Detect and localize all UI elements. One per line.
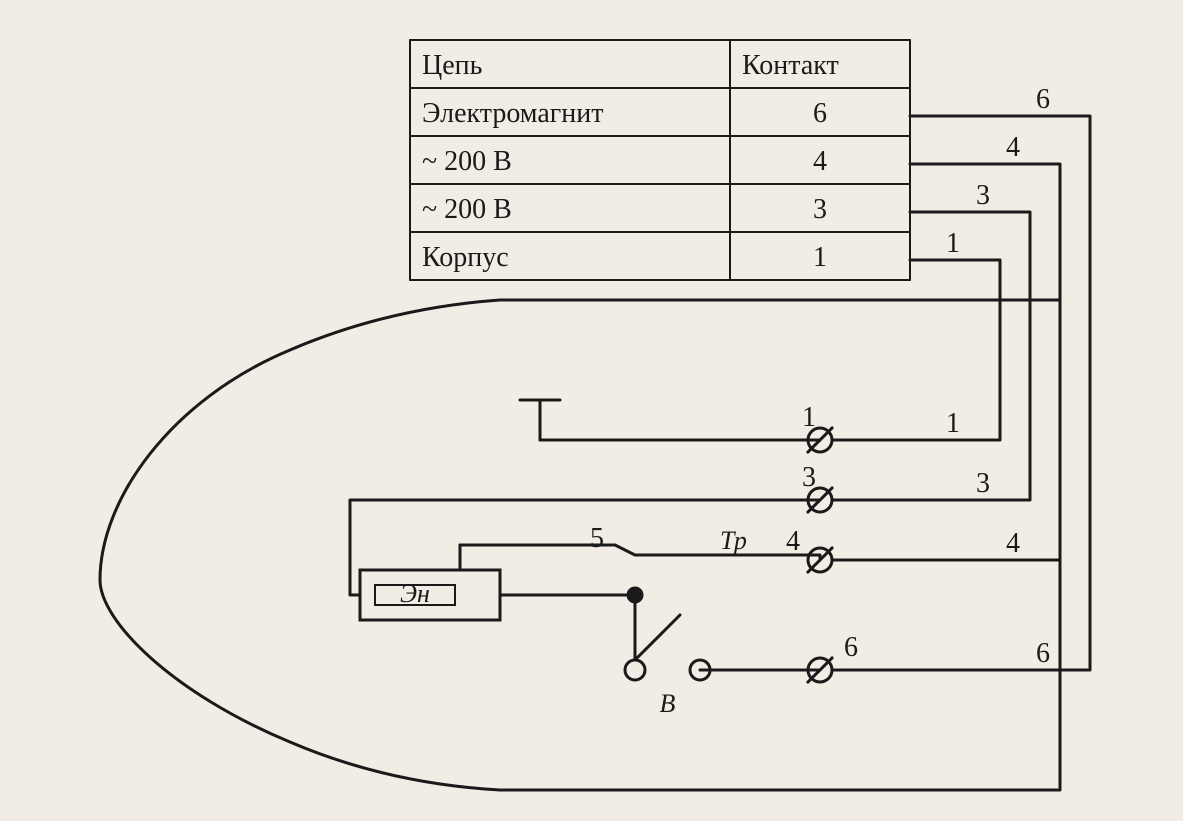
table-cell-circuit: ~ 200 В	[422, 194, 512, 225]
bus-label-upper: 6	[1036, 84, 1050, 115]
bus-label-lower: 6	[1036, 638, 1050, 669]
table-cell-circuit: Электромагнит	[422, 98, 603, 129]
bus-label-upper: 3	[976, 180, 990, 211]
thermorelay-label: Тр	[720, 526, 747, 555]
heater-label: Эн	[400, 579, 430, 608]
switch-contact-left	[625, 660, 645, 680]
terminal-label: 1	[802, 402, 816, 433]
table-cell-contact: 4	[813, 146, 827, 177]
heater-outer	[360, 570, 500, 620]
bus-wire-1	[832, 260, 1000, 440]
bus-label-upper: 4	[1006, 132, 1020, 163]
table-cell-circuit: Корпус	[422, 242, 509, 273]
bus-label-lower: 3	[976, 468, 990, 499]
terminal-label: 3	[802, 462, 816, 493]
wire-internal-2	[700, 555, 820, 560]
table-header-col2: Контакт	[742, 50, 839, 81]
wire-internal-3	[460, 545, 700, 555]
table-cell-contact: 3	[813, 194, 827, 225]
bus-label-lower: 4	[1006, 528, 1020, 559]
thermorelay-pivot	[628, 588, 642, 602]
bus-wire-6	[832, 116, 1090, 670]
terminal-label: 6	[844, 632, 858, 663]
table-header-col1: Цепь	[422, 50, 482, 81]
bus-label-lower: 1	[946, 408, 960, 439]
bus-label-upper: 1	[946, 228, 960, 259]
switch-arm	[635, 615, 680, 660]
table-cell-contact: 1	[813, 242, 827, 273]
terminal-label: 4	[786, 526, 800, 557]
thermorelay-label-5: 5	[590, 523, 604, 554]
switch-label: В	[660, 689, 676, 718]
table-cell-contact: 6	[813, 98, 827, 129]
table-cell-circuit: ~ 200 В	[422, 146, 512, 177]
